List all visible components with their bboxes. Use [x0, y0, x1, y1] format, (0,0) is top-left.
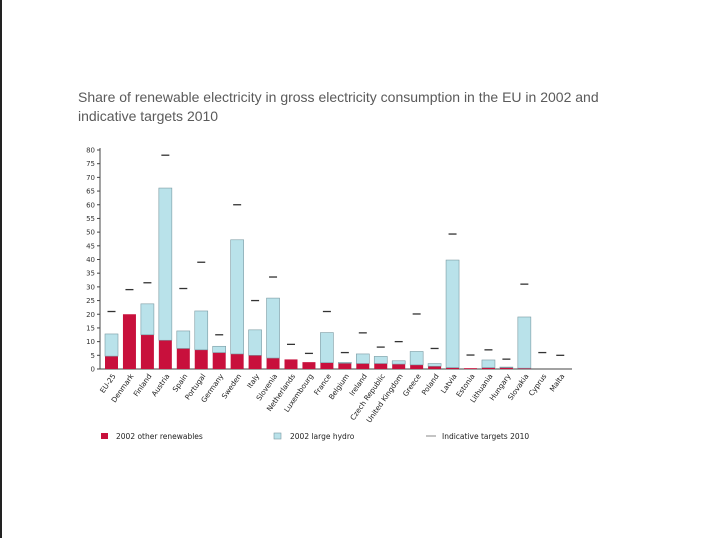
legend-label-other-renewables: 2002 other renewables	[116, 432, 203, 441]
bar-large-hydro	[481, 359, 496, 368]
y-tick-label: 50	[86, 229, 95, 237]
y-tick-label: 65	[86, 188, 95, 196]
bar-other-renewables	[248, 355, 262, 369]
bar-other-renewables	[517, 368, 531, 369]
bar-other-renewables	[481, 367, 495, 369]
y-tick-label: 30	[86, 283, 95, 291]
y-tick-label: 80	[86, 147, 95, 155]
bar-large-hydro	[373, 356, 388, 364]
chart-legend: 2002 other renewables 2002 large hydro Ind…	[101, 432, 529, 441]
y-tick-label: 0	[91, 366, 95, 374]
y-tick-label: 75	[86, 160, 95, 168]
bar-other-renewables	[230, 353, 244, 369]
x-tick-label: Austria	[150, 372, 172, 398]
bar-other-renewables	[266, 358, 280, 369]
bar-other-renewables	[140, 334, 154, 369]
bar-large-hydro	[409, 351, 424, 366]
bar-other-renewables	[176, 348, 190, 369]
bar-large-hydro	[266, 297, 280, 359]
legend-swatch-large-hydro	[273, 432, 282, 440]
bar-other-renewables	[392, 364, 406, 369]
bar-other-renewables	[356, 363, 370, 369]
bar-other-renewables	[410, 364, 424, 369]
bar-large-hydro	[499, 366, 514, 368]
y-tick-label: 70	[86, 174, 95, 182]
bar-large-hydro	[230, 239, 244, 355]
x-tick-label: Cyprus	[527, 372, 549, 398]
slide-title: Share of renewable electricity in gross …	[78, 89, 599, 124]
chart-bars	[104, 187, 532, 369]
bar-other-renewables	[302, 362, 316, 369]
y-tick-label: 20	[86, 311, 95, 319]
x-tick-label: Italy	[245, 371, 262, 390]
bar-large-hydro	[320, 332, 334, 364]
bar-other-renewables	[499, 367, 513, 369]
bar-large-hydro	[194, 310, 209, 351]
y-tick-label: 45	[86, 242, 95, 250]
bar-large-hydro	[445, 259, 460, 368]
bar-large-hydro	[212, 345, 226, 353]
y-tick-label: 15	[86, 324, 95, 332]
x-tick-label: Greece	[401, 372, 423, 399]
bar-other-renewables	[374, 363, 388, 369]
bar-large-hydro	[391, 360, 406, 365]
bar-other-renewables	[105, 356, 118, 369]
x-tick-label: Malta	[548, 372, 567, 393]
y-tick-label: 40	[86, 256, 95, 264]
bar-large-hydro	[355, 353, 370, 364]
bar-other-renewables	[194, 349, 208, 369]
chart-targets	[107, 154, 565, 360]
bar-large-hydro	[338, 362, 352, 364]
bar-other-renewables	[122, 314, 136, 369]
y-tick-label: 5	[91, 352, 95, 360]
bar-large-hydro	[104, 333, 119, 357]
legend-label-large-hydro: 2002 large hydro	[290, 432, 355, 441]
bar-other-renewables	[446, 367, 460, 369]
bar-large-hydro	[517, 316, 532, 369]
bar-other-renewables	[464, 368, 477, 369]
y-tick-label: 35	[86, 270, 95, 278]
bar-other-renewables	[428, 366, 442, 369]
bar-large-hydro	[248, 329, 262, 356]
bar-other-renewables	[158, 340, 172, 369]
bar-other-renewables	[320, 362, 334, 369]
bar-large-hydro	[158, 187, 173, 341]
bar-other-renewables	[212, 352, 226, 369]
x-tick-label: Poland	[420, 372, 441, 397]
bar-other-renewables	[284, 359, 298, 369]
legend-label-targets: Indicative targets 2010	[442, 432, 529, 441]
legend-swatch-other-renewables	[101, 433, 108, 439]
y-tick-label: 25	[86, 297, 95, 305]
y-tick-label: 60	[86, 201, 95, 209]
bar-large-hydro	[427, 363, 442, 367]
y-tick-label: 55	[86, 215, 95, 223]
bar-large-hydro	[140, 303, 155, 336]
bar-other-renewables	[338, 363, 352, 369]
bar-large-hydro	[176, 330, 191, 349]
y-tick-label: 10	[86, 338, 95, 346]
